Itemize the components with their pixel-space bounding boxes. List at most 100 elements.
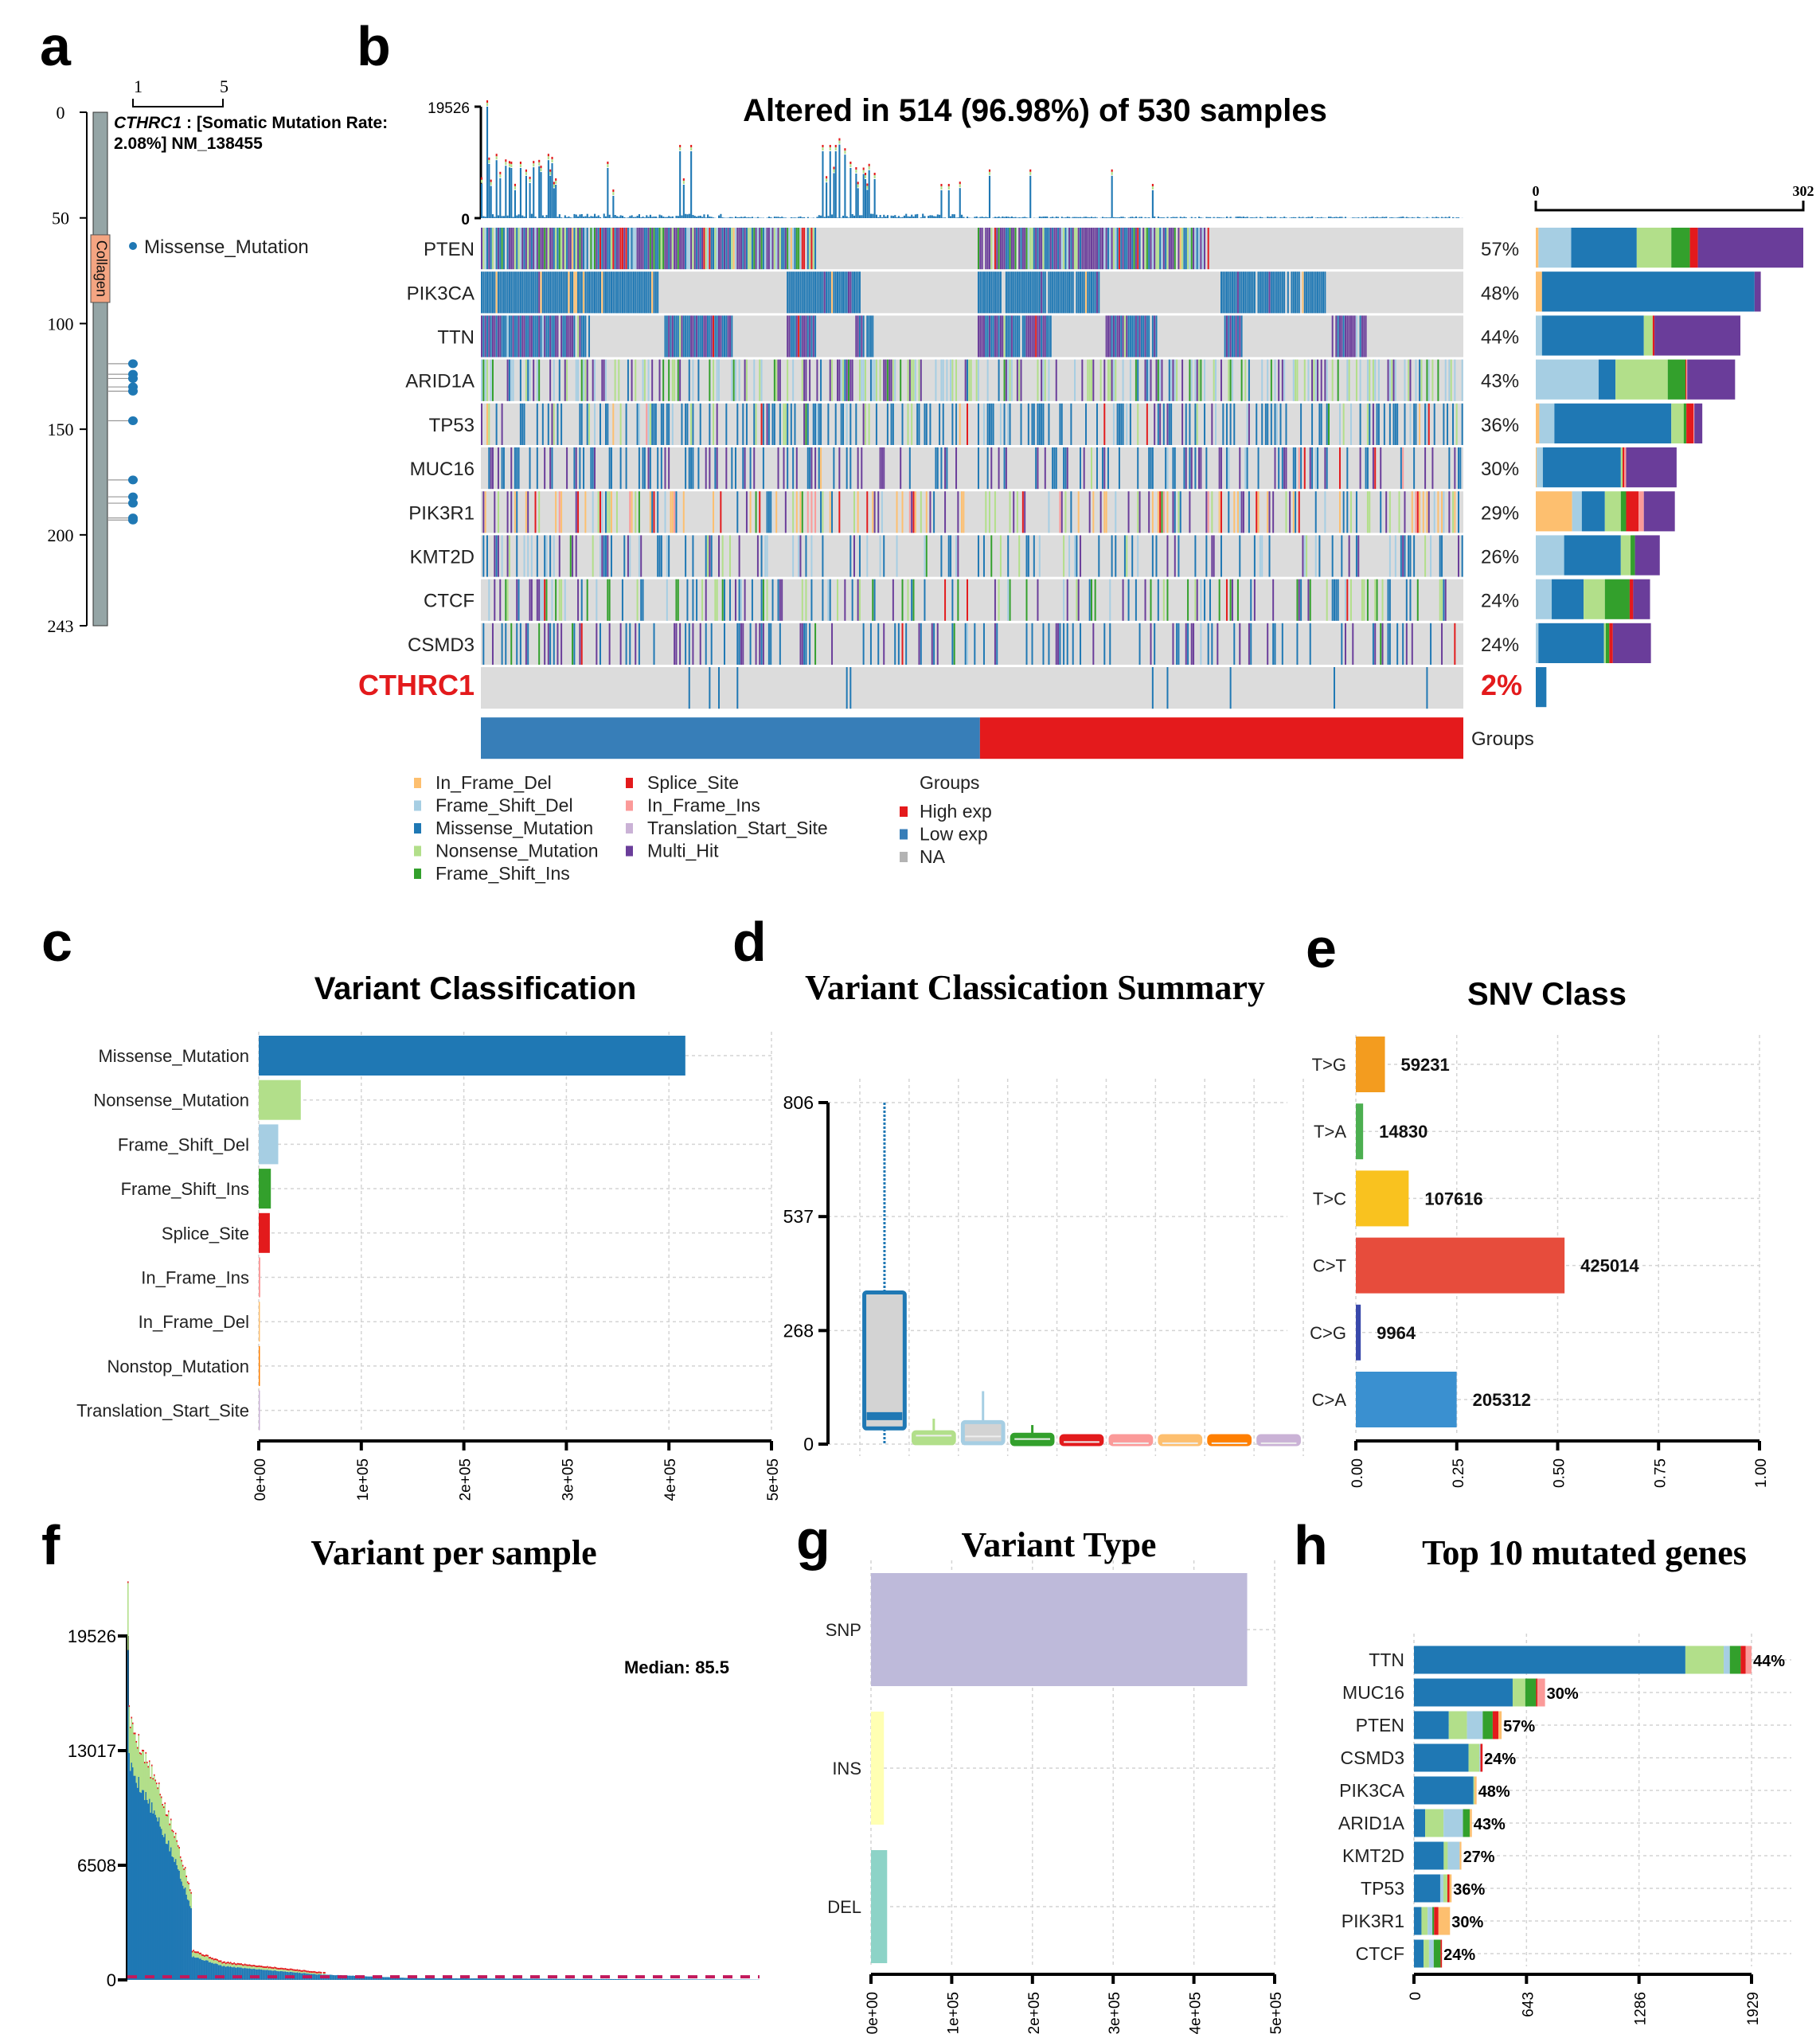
sample-bar-cap <box>228 1962 230 1965</box>
mutation-cell <box>916 403 919 445</box>
mutation-cell <box>664 228 666 270</box>
mutation-cell <box>1009 491 1011 533</box>
mutation-cell <box>890 403 892 445</box>
mutation-cell <box>579 228 581 270</box>
mutation-cell <box>1029 271 1032 314</box>
mutation-cell <box>499 271 502 314</box>
mutation-cell <box>1413 447 1416 490</box>
mutation-cell <box>773 228 775 270</box>
mutation-cell <box>1324 359 1326 401</box>
mutation-cell <box>502 447 505 490</box>
tmb-bar <box>1447 217 1449 218</box>
mutation-cell <box>517 447 520 490</box>
mutation-cell <box>1306 535 1308 577</box>
tmb-bar-cap <box>679 147 682 150</box>
mutation-cell <box>1072 271 1074 314</box>
mutation-cell <box>690 315 693 357</box>
x-tick-label: 5e+05 <box>765 1458 782 1501</box>
sample-bar-cap <box>179 1857 182 1879</box>
sample-bar <box>634 1979 636 1980</box>
tmb-bar <box>1109 217 1111 218</box>
x-tick-label: 1929 <box>1745 1992 1762 2025</box>
sample-bar <box>473 1978 475 1980</box>
mutation-cell <box>1189 491 1191 533</box>
tmb-bar <box>1009 217 1011 218</box>
mutation-cell <box>992 271 994 314</box>
mutation-cell <box>1076 535 1078 577</box>
tmb-bar <box>922 213 924 218</box>
mutation-cell <box>1150 623 1152 665</box>
tmb-bar <box>877 217 880 218</box>
tmb-bar-cap <box>864 173 867 175</box>
sample-bar-cap <box>271 1968 273 1971</box>
tmb-bar <box>1408 217 1410 218</box>
mutation-cell <box>557 403 559 445</box>
mutation-cell <box>1112 359 1115 401</box>
mutation-cell <box>762 228 764 270</box>
mutation-cell <box>1083 271 1085 314</box>
sample-bar-cap <box>130 1726 131 1728</box>
x-tick-label: 1e+05 <box>355 1458 372 1501</box>
sample-bar-cap <box>299 1971 301 1973</box>
mutation-cell <box>833 271 835 314</box>
mutation-cell <box>1063 271 1065 314</box>
mutation-cell <box>1369 403 1371 445</box>
sample-bar-cap <box>201 1954 203 1956</box>
mutation-cell <box>1268 491 1271 533</box>
mutation-cell <box>1025 315 1028 357</box>
sample-bar <box>559 1978 560 1980</box>
mutation-cell <box>538 579 541 621</box>
mutation-cell <box>1135 228 1137 270</box>
tmb-bar-cap <box>690 147 693 150</box>
sample-bar-cap <box>265 1966 268 1969</box>
mutation-cell <box>1138 491 1141 533</box>
tmb-bar <box>1154 216 1156 218</box>
mutation-cell <box>1381 623 1384 665</box>
mutation-cell <box>1107 447 1109 490</box>
tmb-bar <box>1253 217 1256 218</box>
mutation-cell <box>1060 228 1063 270</box>
mutation-cell <box>610 491 612 533</box>
mutation-cell <box>794 315 796 357</box>
sample-bar-cap <box>245 1966 247 1969</box>
sample-bar <box>585 1978 587 1980</box>
mutation-cell <box>885 359 887 401</box>
legend-groups-title: Groups <box>920 772 979 793</box>
sample-bar-cap <box>207 1954 209 1957</box>
sample-bar <box>240 1967 242 1980</box>
box <box>1059 1434 1104 1447</box>
mutation-cell <box>490 228 492 270</box>
sample-bar <box>182 1885 184 1980</box>
sample-bar <box>415 1977 416 1980</box>
mutation-cell <box>851 359 853 401</box>
sample-bar <box>382 1977 385 1980</box>
sample-bar <box>133 1775 135 1980</box>
sample-bar-cap <box>214 1958 216 1961</box>
sample-bar-cap <box>289 1968 291 1970</box>
sample-bar <box>214 1963 216 1980</box>
sample-bar <box>707 1979 709 1980</box>
mutation-cell <box>1025 271 1028 314</box>
mutation-cell <box>501 271 503 314</box>
mutation-cell <box>862 403 865 445</box>
mutation-cell <box>809 359 811 401</box>
legend-swatch <box>626 778 633 788</box>
mutation-cell <box>842 359 844 401</box>
gene-percent-label: 48% <box>1478 1783 1510 1801</box>
gene-percent-label: 44% <box>1481 327 1519 349</box>
mutation-cell <box>982 271 985 314</box>
mutation-cell <box>525 228 527 270</box>
mutation-cell <box>1348 535 1350 577</box>
mutation-cell <box>749 623 752 665</box>
mutation-cell <box>1126 535 1128 577</box>
tmb-bar <box>1166 217 1169 218</box>
sample-bar <box>576 1978 579 1980</box>
tmb-bar-cap <box>547 156 549 160</box>
mutation-cell <box>580 228 583 270</box>
mutation-cell <box>627 271 629 314</box>
tmb-bar <box>1076 217 1078 218</box>
tmb-bar <box>818 215 820 218</box>
mutation-cell <box>1306 271 1308 314</box>
mutation-cell <box>541 315 544 357</box>
sample-bar <box>552 1978 553 1980</box>
